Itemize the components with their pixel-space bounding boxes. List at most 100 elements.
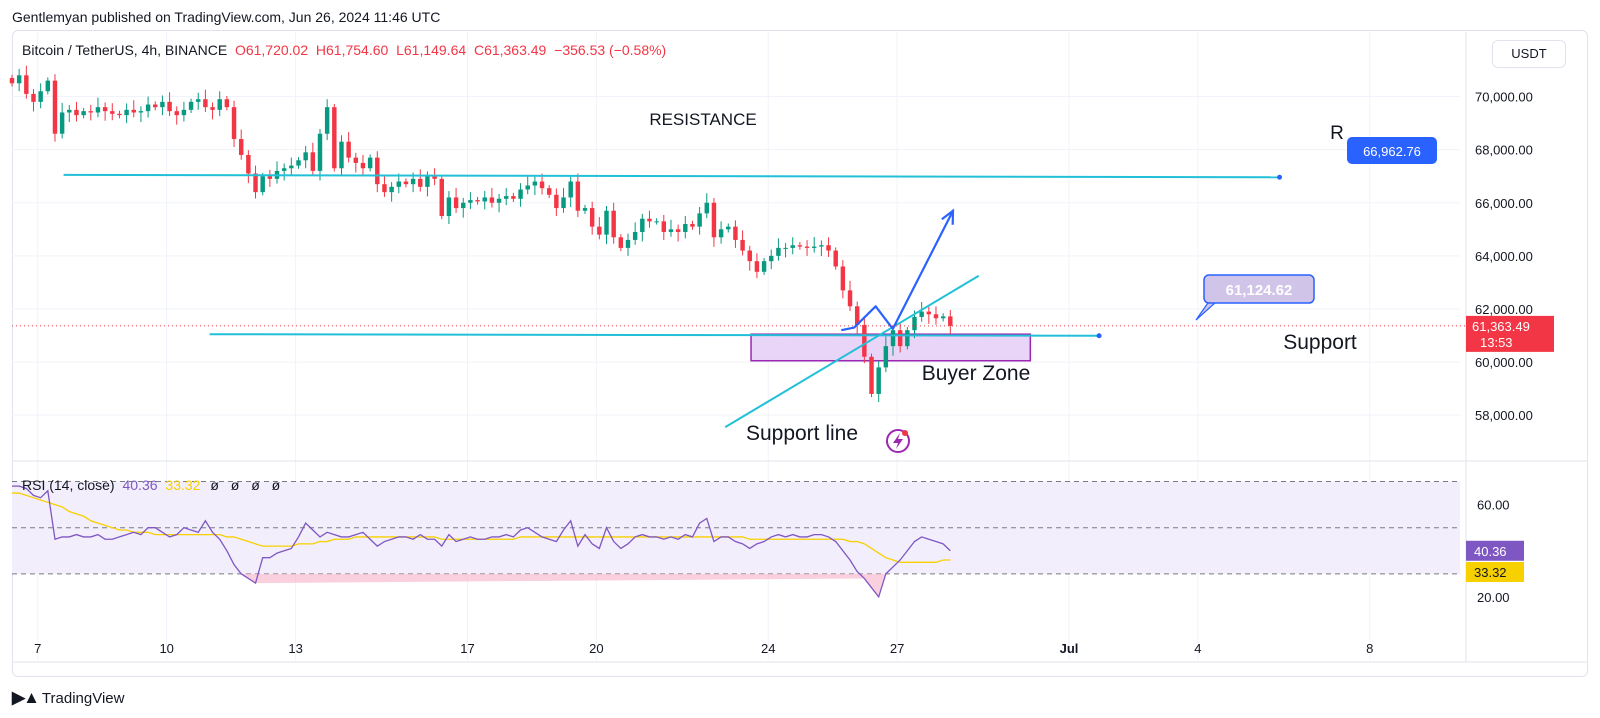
- candle-body: [310, 152, 316, 171]
- candle-body: [224, 99, 230, 108]
- candle-body: [303, 152, 308, 161]
- candle-body: [289, 165, 294, 169]
- candle-body: [174, 111, 179, 116]
- candle-body: [546, 188, 552, 195]
- support-anchor[interactable]: [1096, 333, 1102, 339]
- candle-body: [160, 101, 165, 108]
- candle-body: [210, 107, 215, 110]
- ohlc-close: C61,363.49: [473, 42, 547, 58]
- time-tick-label: 17: [460, 641, 474, 656]
- candle-body: [654, 221, 659, 223]
- candle-body: [926, 311, 932, 315]
- candle-body: [95, 107, 101, 113]
- candle-body: [31, 93, 36, 102]
- candle-body: [110, 111, 115, 114]
- candle-body: [883, 346, 889, 368]
- ascending-trend-line[interactable]: [724, 274, 980, 428]
- support-price-tag-text: 61,124.62: [1226, 282, 1293, 299]
- resistance-line[interactable]: [63, 173, 1280, 179]
- candle-body: [539, 181, 545, 189]
- price-tick-label: 62,000.00: [1475, 302, 1533, 317]
- support-price-tag[interactable]: [1203, 274, 1315, 304]
- candle-body: [260, 176, 265, 193]
- candle-body: [367, 157, 373, 169]
- candle-body: [102, 107, 108, 112]
- candle-body: [847, 290, 853, 307]
- candle-body: [518, 189, 523, 199]
- candle-body: [869, 356, 874, 394]
- resistance-label: RESISTANCE: [649, 110, 756, 129]
- candle-body: [124, 109, 129, 116]
- time-tick-label: 7: [34, 641, 41, 656]
- rsi-legend-value: 40.36: [122, 477, 158, 493]
- candle-body: [167, 101, 172, 112]
- candle-body: [790, 245, 795, 248]
- candle-body: [661, 221, 667, 232]
- candle-body: [461, 202, 466, 209]
- buyer-zone-box[interactable]: [750, 333, 1032, 362]
- resistance-price-tag[interactable]: [1347, 137, 1437, 164]
- candle-body: [826, 245, 831, 251]
- candle-body: [854, 306, 860, 325]
- candle-body: [783, 247, 788, 249]
- projection-path[interactable]: [841, 210, 954, 332]
- candle-body: [761, 261, 767, 272]
- chart-frame: [12, 30, 1588, 677]
- price-tick-label: 58,000.00: [1475, 408, 1533, 423]
- candle-body: [181, 109, 187, 116]
- ohlc-low: L61,149.64: [396, 42, 467, 58]
- candle-body: [482, 197, 487, 202]
- candle-body: [754, 261, 760, 272]
- candle-body: [797, 245, 803, 247]
- candle-body: [403, 181, 409, 185]
- tradingview-logo-icon: ▶▲: [12, 688, 40, 707]
- candle-body: [324, 107, 330, 134]
- candle-body: [346, 141, 351, 158]
- currency-selector[interactable]: USDT: [1492, 40, 1566, 68]
- candle-body: [203, 99, 208, 108]
- candle-body: [196, 99, 201, 102]
- time-tick-label: 20: [589, 641, 603, 656]
- ohlc-high: H61,754.60: [315, 42, 389, 58]
- price-tick-label: 60,000.00: [1475, 355, 1533, 370]
- candle-body: [912, 316, 917, 331]
- candle-body: [747, 250, 752, 262]
- rsi-ma-legend-value: 33.32: [165, 477, 201, 493]
- tradingview-footer: ▶▲ TradingView: [12, 688, 124, 708]
- time-tick-label: 10: [159, 641, 173, 656]
- candle-body: [153, 104, 158, 108]
- candle-body: [238, 139, 244, 155]
- candle-body: [675, 229, 681, 232]
- candle-body: [446, 197, 452, 217]
- resistance-anchor[interactable]: [1277, 174, 1283, 180]
- candle-body: [718, 229, 724, 238]
- candle-body: [890, 330, 896, 347]
- candle-body: [9, 77, 15, 84]
- candle-body: [425, 176, 430, 187]
- rsi-settings-icons[interactable]: ø ø ø ø: [210, 477, 285, 493]
- candle-body: [375, 157, 380, 185]
- rsi-value-label: 40.36: [1474, 544, 1507, 559]
- candle-body: [267, 176, 273, 179]
- support-horizontal-line[interactable]: [209, 333, 1100, 337]
- candle-body: [833, 250, 838, 267]
- candle-body: [217, 99, 222, 110]
- candle-body: [840, 266, 846, 291]
- candle-body: [468, 200, 473, 203]
- rsi-ma-value-label: 33.32: [1474, 565, 1507, 580]
- candle-body: [389, 186, 394, 193]
- candle-body: [88, 111, 94, 113]
- candle-body: [625, 239, 631, 248]
- candle-body: [811, 246, 817, 248]
- candle-body: [496, 198, 502, 203]
- time-tick-label: 27: [890, 641, 904, 656]
- resistance-price-tag-text: 66,962.76: [1363, 144, 1421, 159]
- candle-countdown: 13:53: [1480, 335, 1513, 350]
- candle-body: [697, 213, 702, 227]
- candle-body: [117, 113, 122, 116]
- candle-body: [862, 324, 867, 357]
- price-tick-label: 70,000.00: [1475, 90, 1533, 105]
- support-line-label: Support line: [746, 422, 858, 445]
- candle-body: [733, 226, 738, 240]
